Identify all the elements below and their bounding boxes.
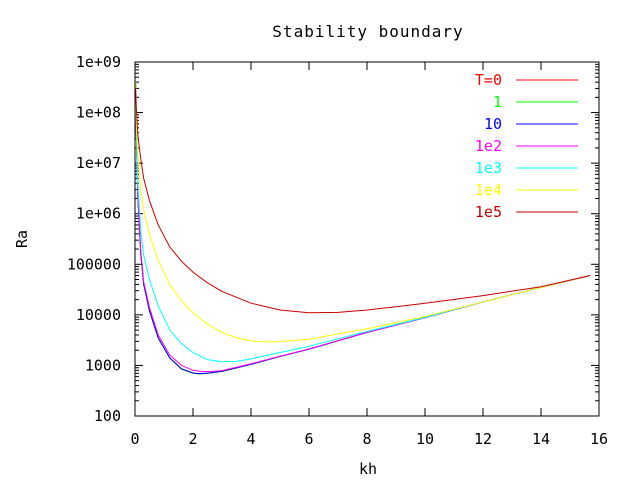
series-line-1e3 xyxy=(135,82,591,363)
legend-label: 1e4 xyxy=(475,181,502,199)
legend: T=0 1 10 1e2 1e3 1e4 1e5 xyxy=(475,71,578,221)
y-tick-label: 1e+07 xyxy=(76,154,121,172)
legend-label: T=0 xyxy=(475,71,502,89)
legend-label: 1e5 xyxy=(475,203,502,221)
x-tick-label: 10 xyxy=(416,430,434,448)
y-tick-label: 1000 xyxy=(85,356,121,374)
legend-label: 1e3 xyxy=(475,159,502,177)
x-tick-label: 16 xyxy=(590,430,608,448)
chart-title: Stability boundary xyxy=(272,22,463,41)
plot-series xyxy=(135,82,591,375)
x-tick-label: 12 xyxy=(474,430,492,448)
x-axis: 0 2 4 6 8 10 12 14 16 xyxy=(130,62,608,448)
plot-frame xyxy=(134,61,600,417)
y-tick-label: 100 xyxy=(94,407,121,425)
series-line-1e5 xyxy=(135,88,591,314)
y-tick-label: 1e+08 xyxy=(76,104,121,122)
y-tick-label: 1e+09 xyxy=(76,53,121,71)
series-line-1e4 xyxy=(135,82,591,343)
x-tick-label: 6 xyxy=(304,430,313,448)
x-tick-label: 0 xyxy=(130,430,139,448)
x-tick-label: 2 xyxy=(188,430,197,448)
x-tick-label: 14 xyxy=(532,430,550,448)
legend-label: 1e2 xyxy=(475,137,502,155)
y-tick-label: 10000 xyxy=(76,306,121,324)
y-tick-label: 100000 xyxy=(67,255,121,273)
y-axis-label: Ra xyxy=(13,230,31,248)
x-tick-label: 4 xyxy=(246,430,255,448)
legend-label: 1 xyxy=(493,93,502,111)
x-tick-label: 8 xyxy=(362,430,371,448)
y-tick-label: 1e+06 xyxy=(76,205,121,223)
x-axis-label: kh xyxy=(359,460,377,478)
y-axis: 100 1000 10000 100000 1e+06 1e+07 1e+08 1e+09 xyxy=(67,53,599,425)
legend-label: 10 xyxy=(484,115,502,133)
